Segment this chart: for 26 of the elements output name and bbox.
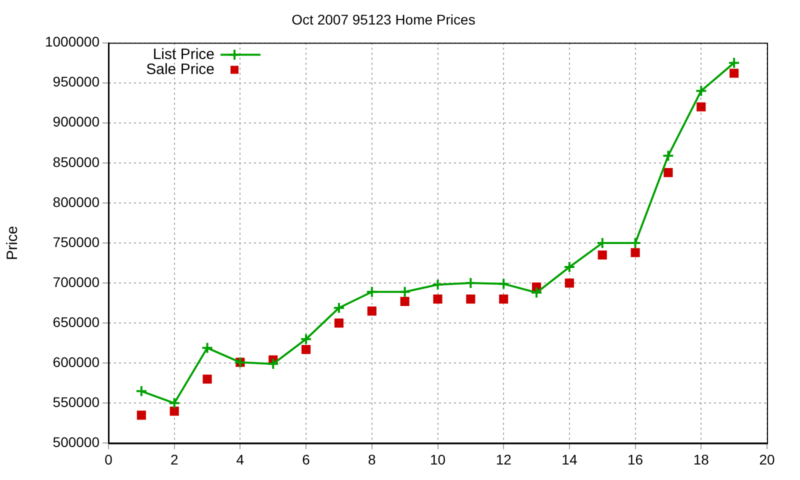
x-tick-label: 20 [759,451,775,468]
y-tick-label: 900000 [52,114,100,130]
y-tick-label: 650000 [52,314,100,330]
x-tick-label: 10 [430,451,446,468]
x-tick-label: 2 [170,451,178,468]
legend-label: List Price [152,46,215,63]
x-tick-label: 12 [496,451,512,468]
y-tick-label: 750000 [52,234,100,250]
y-tick-label: 500000 [52,434,100,450]
y-tick-label: 950000 [52,74,100,90]
y-tick-label: 1000000 [44,34,100,50]
x-tick-label: 6 [302,451,310,468]
y-axis-title: Price [4,226,22,260]
y-tick-label: 600000 [52,354,100,370]
y-tick-label: 850000 [52,154,100,170]
x-tick-label: 0 [104,451,113,468]
legend-label: Sale Price [146,60,215,78]
x-tick-label: 14 [562,451,578,468]
x-tick-label: 18 [693,451,710,468]
x-tick-label: 4 [236,451,244,468]
x-tick-label: 8 [368,451,376,468]
y-tick-label: 800000 [52,194,100,210]
y-tick-label: 700000 [52,274,100,290]
chart-title: Oct 2007 95123 Home Prices [292,11,476,28]
x-tick-label: 16 [628,451,644,468]
y-tick-label: 550000 [52,394,100,410]
